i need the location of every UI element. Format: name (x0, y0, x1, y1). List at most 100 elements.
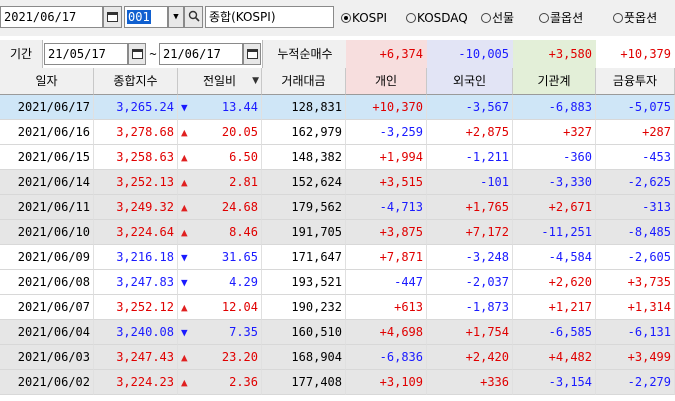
cell-change: ▲ 6.50 (178, 145, 262, 170)
cell-volume: 177,408 (262, 370, 346, 395)
radio-futures[interactable]: 선물 (481, 6, 514, 30)
radio-put-option[interactable]: 풋옵션 (613, 6, 657, 30)
cell-index: 3,258.63 (94, 145, 178, 170)
cell-foreign: +336 (427, 370, 513, 395)
header-financial[interactable]: 금융투자 (596, 68, 675, 95)
period-from-calendar-button[interactable] (128, 43, 146, 65)
cell-change: ▲ 8.46 (178, 220, 262, 245)
period-from-input[interactable]: 21/05/17 (44, 43, 128, 65)
cell-change: ▲ 12.04 (178, 295, 262, 320)
header-individual[interactable]: 개인 (346, 68, 427, 95)
header-foreign[interactable]: 외국인 (427, 68, 513, 95)
cell-volume: 193,521 (262, 270, 346, 295)
cell-individual: +3,109 (346, 370, 427, 395)
cell-individual: +3,515 (346, 170, 427, 195)
radio-kospi[interactable]: KOSPI (341, 6, 387, 30)
date-input[interactable]: 2021/06/17 (0, 6, 103, 28)
cell-financial: -6,131 (596, 320, 675, 345)
cell-change-value: 12.04 (221, 300, 258, 314)
cell-volume: 148,382 (262, 145, 346, 170)
cell-foreign: -101 (427, 170, 513, 195)
cell-financial: +1,314 (596, 295, 675, 320)
code-input[interactable]: 001 (124, 6, 168, 28)
table-row[interactable]: 2021/06/15 3,258.63 ▲ 6.50 148,382 +1,994 -1,2… (0, 145, 675, 170)
cell-foreign: -2,037 (427, 270, 513, 295)
period-label: 기간 (0, 40, 43, 68)
cell-index: 3,247.83 (94, 270, 178, 295)
cell-change-value: 2.36 (229, 375, 258, 389)
up-triangle-icon: ▲ (181, 351, 188, 364)
cell-volume: 160,510 (262, 320, 346, 345)
table-row[interactable]: 2021/06/16 3,278.68 ▲ 20.05 162,979 -3,259 +2,… (0, 120, 675, 145)
table-row[interactable]: 2021/06/11 3,249.32 ▲ 24.68 179,562 -4,713 +1,… (0, 195, 675, 220)
chevron-down-icon[interactable]: ▼ (252, 76, 259, 86)
cell-financial: +3,735 (596, 270, 675, 295)
data-table: 2021/06/17 3,265.24 ▼ 13.44 128,831 +10,370 -3… (0, 95, 675, 395)
cell-volume: 128,831 (262, 95, 346, 120)
cell-index: 3,249.32 (94, 195, 178, 220)
table-row[interactable]: 2021/06/14 3,252.13 ▲ 2.81 152,624 +3,515 -101… (0, 170, 675, 195)
code-value: 001 (127, 10, 151, 24)
dropdown-button[interactable]: ▼ (168, 6, 184, 28)
cell-change: ▲ 20.05 (178, 120, 262, 145)
cell-foreign: +2,875 (427, 120, 513, 145)
search-icon (188, 10, 200, 22)
radio-unselected-icon (539, 13, 549, 23)
cell-date: 2021/06/04 (0, 320, 94, 345)
down-triangle-icon: ▼ (181, 326, 188, 339)
cell-individual: -3,259 (346, 120, 427, 145)
cell-change: ▲ 2.81 (178, 170, 262, 195)
table-row[interactable]: 2021/06/17 3,265.24 ▼ 13.44 128,831 +10,370 -3… (0, 95, 675, 120)
table-row[interactable]: 2021/06/02 3,224.23 ▲ 2.36 177,408 +3,109 +336… (0, 370, 675, 395)
header-change[interactable]: 전일비 ▼ (178, 68, 262, 95)
cell-change-value: 13.44 (221, 100, 258, 114)
cell-index: 3,224.23 (94, 370, 178, 395)
cell-change-value: 4.29 (229, 275, 258, 289)
header-date[interactable]: 일자 (0, 68, 94, 95)
table-row[interactable]: 2021/06/10 3,224.64 ▲ 8.46 191,705 +3,875 +7,1… (0, 220, 675, 245)
cell-change: ▲ 23.20 (178, 345, 262, 370)
cell-financial: -2,279 (596, 370, 675, 395)
radio-call-option[interactable]: 콜옵션 (539, 6, 583, 30)
cell-institution: -6,883 (513, 95, 596, 120)
table-row[interactable]: 2021/06/04 3,240.08 ▼ 7.35 160,510 +4,698 +1,7… (0, 320, 675, 345)
period-to-input[interactable]: 21/06/17 (159, 43, 243, 65)
cell-institution: +4,482 (513, 345, 596, 370)
table-row[interactable]: 2021/06/08 3,247.83 ▼ 4.29 193,521 -447 -2,037… (0, 270, 675, 295)
radio-unselected-icon (613, 13, 623, 23)
cell-change-value: 24.68 (221, 200, 258, 214)
cell-change-value: 7.35 (229, 325, 258, 339)
header-institution[interactable]: 기관계 (513, 68, 596, 95)
header-index[interactable]: 종합지수 (94, 68, 178, 95)
cell-date: 2021/06/17 (0, 95, 94, 120)
cell-change-value: 2.81 (229, 175, 258, 189)
table-row[interactable]: 2021/06/07 3,252.12 ▲ 12.04 190,232 +613 -1,87… (0, 295, 675, 320)
sum-financial: +10,379 (596, 40, 675, 68)
top-toolbar: 2021/06/17 001 ▼ 종합(KOSPI) KOSPI KOSDAQ … (0, 0, 675, 36)
cell-financial: -453 (596, 145, 675, 170)
cell-individual: -4,713 (346, 195, 427, 220)
period-to-calendar-button[interactable] (243, 43, 261, 65)
calendar-icon (246, 49, 258, 59)
down-triangle-icon: ▼ (181, 101, 188, 114)
cell-financial: -8,485 (596, 220, 675, 245)
cell-individual: +4,698 (346, 320, 427, 345)
table-row[interactable]: 2021/06/09 3,216.18 ▼ 31.65 171,647 +7,871 -3,… (0, 245, 675, 270)
header-volume[interactable]: 거래대금 (262, 68, 346, 95)
table-row[interactable]: 2021/06/03 3,247.43 ▲ 23.20 168,904 -6,836 +2,… (0, 345, 675, 370)
cell-volume: 152,624 (262, 170, 346, 195)
cell-date: 2021/06/08 (0, 270, 94, 295)
cell-institution: +2,620 (513, 270, 596, 295)
cell-volume: 179,562 (262, 195, 346, 220)
cell-financial: +287 (596, 120, 675, 145)
calendar-button[interactable] (103, 6, 122, 28)
cell-index: 3,278.68 (94, 120, 178, 145)
cell-change: ▼ 7.35 (178, 320, 262, 345)
cell-date: 2021/06/03 (0, 345, 94, 370)
radio-kosdaq[interactable]: KOSDAQ (406, 6, 468, 30)
cell-change: ▼ 4.29 (178, 270, 262, 295)
cell-foreign: -1,211 (427, 145, 513, 170)
search-button[interactable] (184, 6, 203, 28)
calendar-icon (131, 49, 143, 59)
cell-index: 3,247.43 (94, 345, 178, 370)
